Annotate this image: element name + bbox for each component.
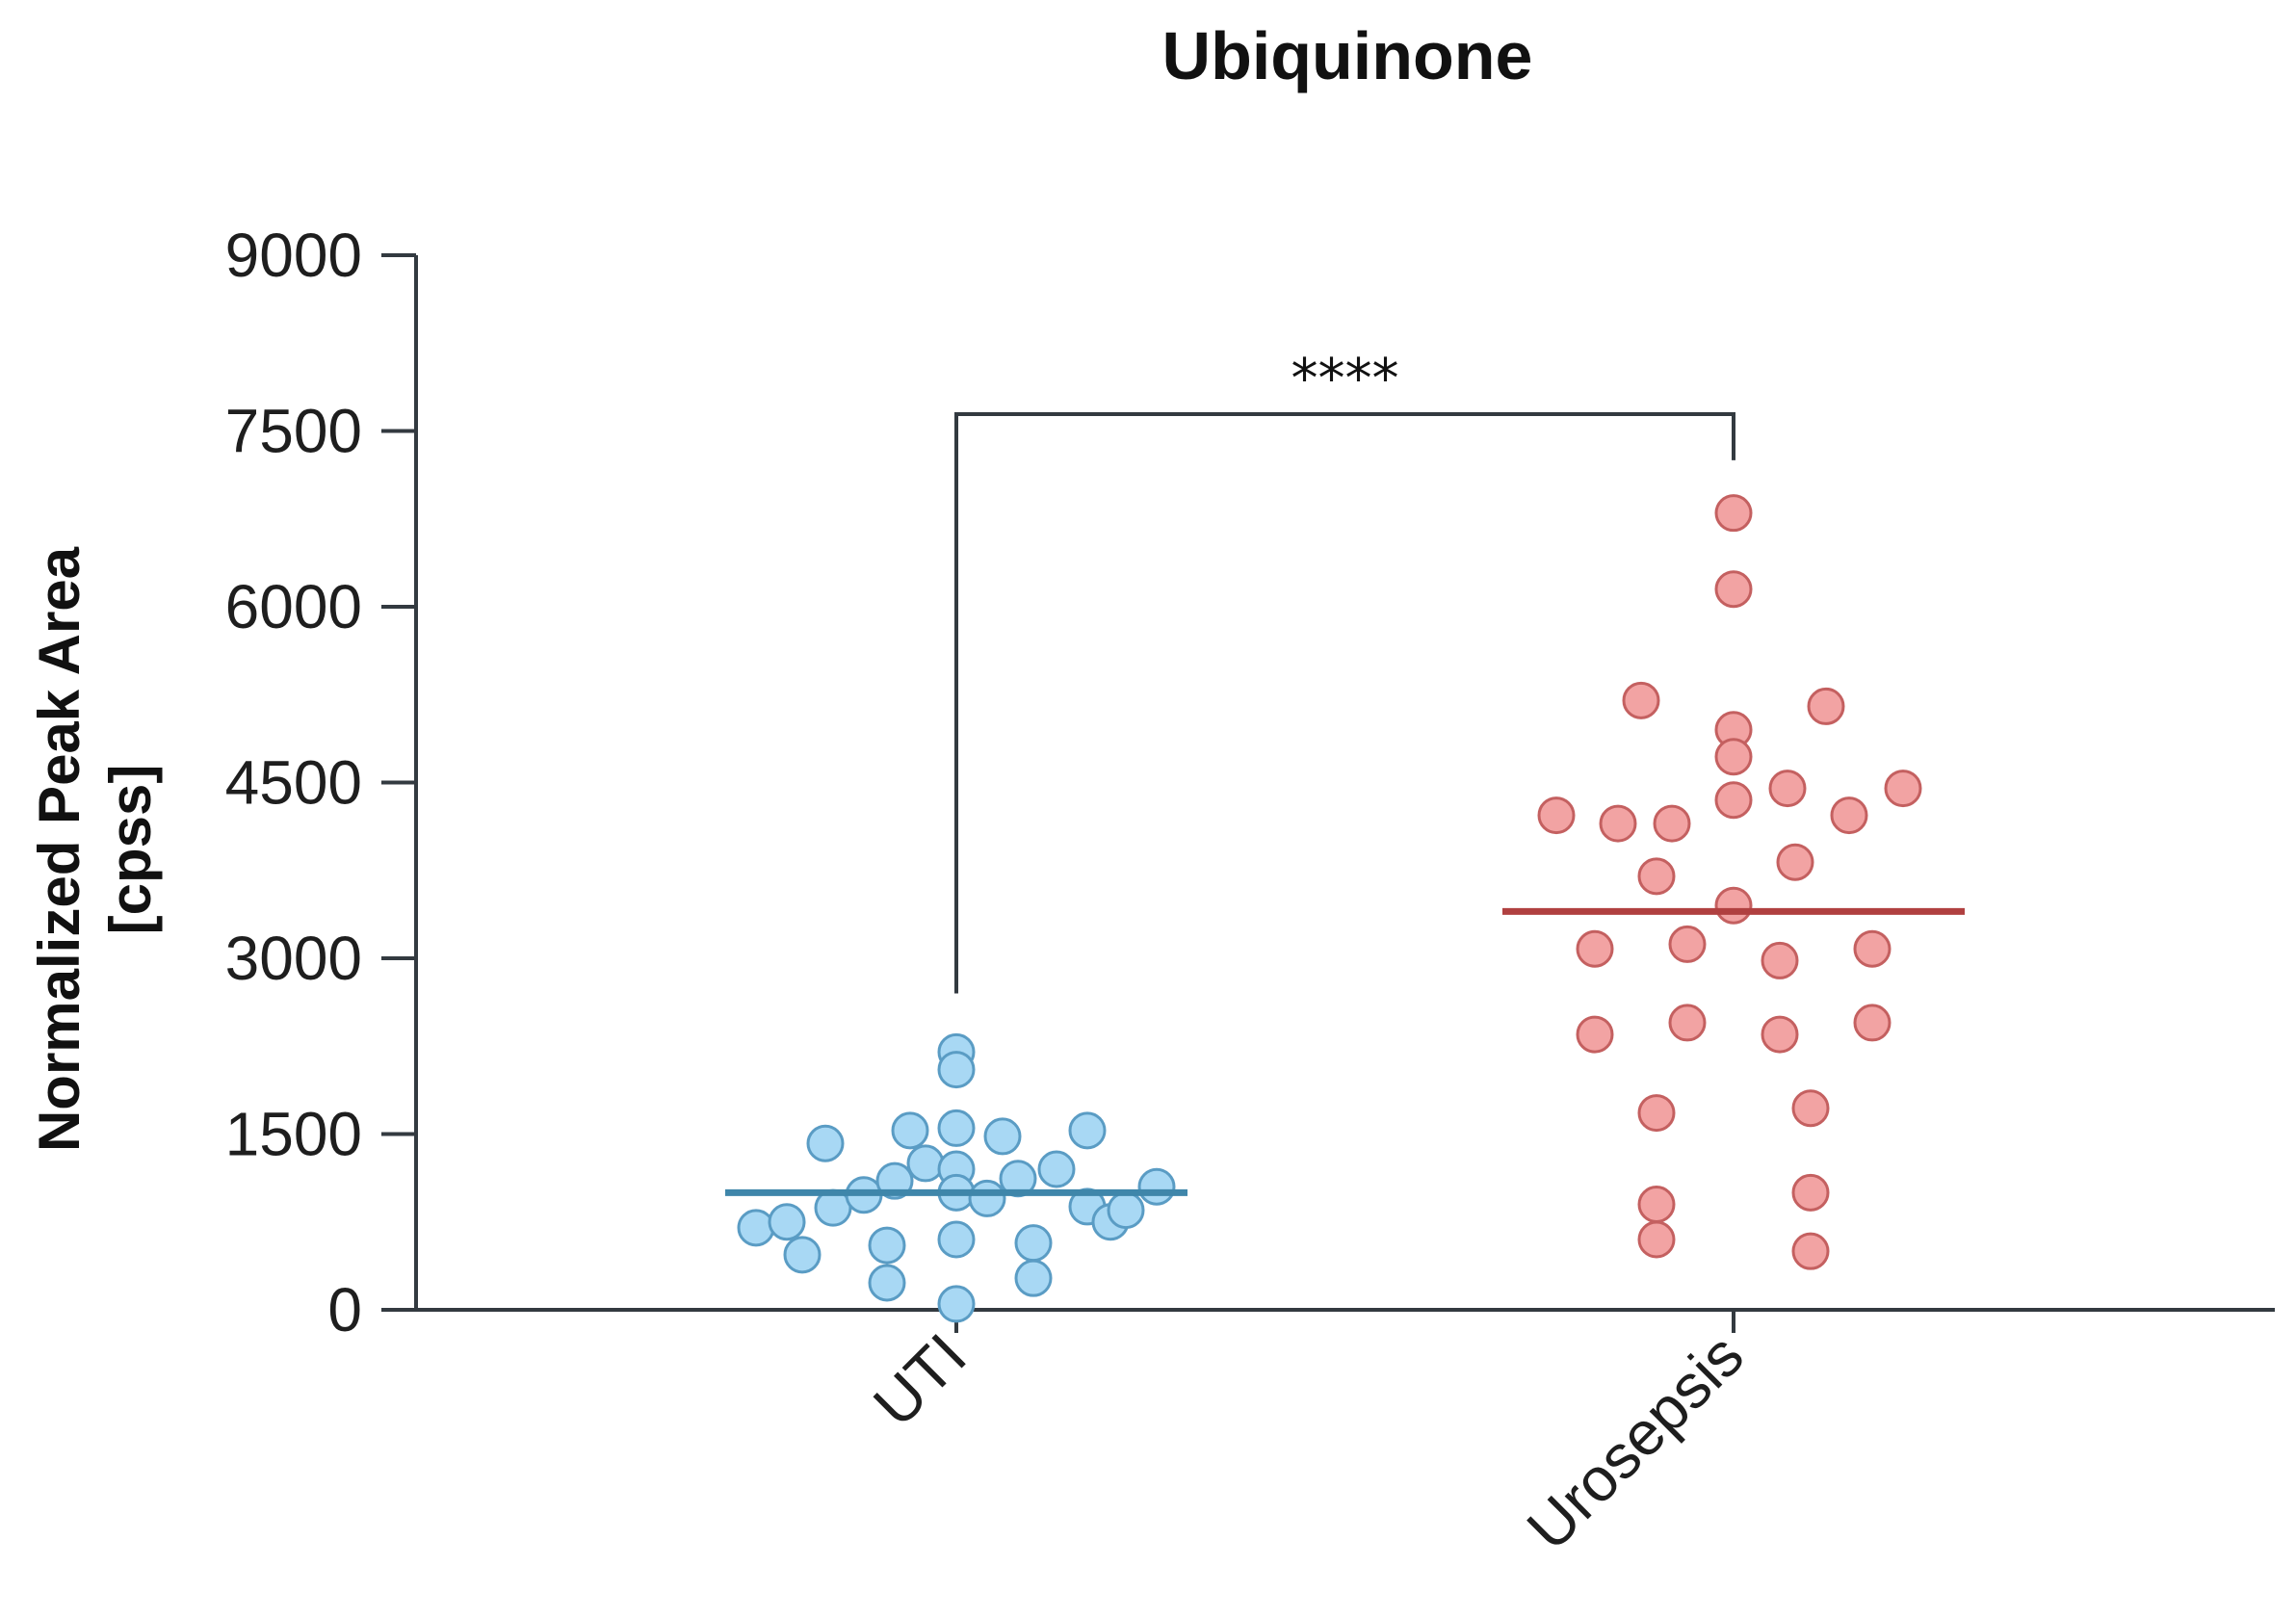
data-point-urosepsis — [1776, 843, 1814, 881]
significance-bracket-line — [954, 412, 1735, 994]
data-point-urosepsis — [1830, 796, 1868, 835]
y-tick-label: 4500 — [225, 748, 362, 818]
data-point-urosepsis — [1599, 804, 1637, 843]
data-point-uti — [937, 1109, 976, 1147]
data-point-uti — [1014, 1224, 1053, 1263]
data-point-urosepsis — [1714, 494, 1753, 533]
data-points — [737, 494, 1922, 1323]
data-point-urosepsis — [1714, 570, 1753, 609]
data-point-urosepsis — [1637, 1094, 1676, 1133]
data-point-urosepsis — [1637, 857, 1676, 896]
data-point-urosepsis — [1637, 1186, 1676, 1223]
data-point-urosepsis — [1791, 1232, 1830, 1270]
data-point-urosepsis — [1714, 738, 1753, 776]
y-tick-label: 0 — [327, 1275, 362, 1344]
data-point-urosepsis — [1653, 804, 1691, 843]
data-point-uti — [983, 1117, 1022, 1156]
data-point-urosepsis — [1637, 1220, 1676, 1259]
y-axis-label-line2: [cpss] — [98, 765, 163, 935]
x-ticks: UTI Urosepsis — [860, 1310, 1757, 1563]
data-point-urosepsis — [1714, 781, 1753, 820]
data-point-urosepsis — [1668, 925, 1707, 963]
chart-title: Ubiquinone — [1162, 18, 1533, 93]
data-point-urosepsis — [1668, 1004, 1707, 1042]
data-point-uti — [1037, 1150, 1076, 1188]
data-point-uti — [1068, 1111, 1107, 1150]
data-point-urosepsis — [1622, 681, 1660, 719]
y-tick-label: 1500 — [225, 1100, 362, 1169]
data-point-uti — [1014, 1259, 1053, 1297]
median-lines — [725, 907, 1965, 1196]
data-point-uti — [906, 1144, 945, 1183]
y-tick-label: 7500 — [225, 397, 362, 466]
data-point-uti — [937, 1220, 976, 1259]
data-point-urosepsis — [1884, 770, 1922, 808]
data-point-urosepsis — [1807, 687, 1845, 725]
data-point-urosepsis — [1853, 929, 1892, 968]
x-tick-label-urosepsis: Urosepsis — [1514, 1320, 1757, 1563]
data-point-urosepsis — [1761, 941, 1799, 979]
data-point-urosepsis — [1714, 886, 1753, 925]
x-tick-label-uti: UTI — [860, 1320, 979, 1440]
data-point-uti — [937, 1051, 976, 1089]
data-point-urosepsis — [1576, 929, 1614, 968]
data-point-uti — [783, 1236, 822, 1274]
data-point-uti — [768, 1203, 806, 1241]
y-tick-label: 9000 — [225, 221, 362, 290]
significance-label: **** — [1292, 348, 1399, 410]
data-point-urosepsis — [1768, 770, 1807, 808]
data-point-uti — [868, 1264, 906, 1302]
data-point-uti — [1107, 1191, 1145, 1230]
data-point-uti — [891, 1111, 929, 1150]
y-tick-label: 3000 — [225, 924, 362, 993]
data-point-uti — [868, 1226, 906, 1265]
data-point-urosepsis — [1576, 1015, 1614, 1054]
y-axis-label-line1: Normalized Peak Area — [27, 546, 91, 1152]
data-point-urosepsis — [1537, 796, 1576, 835]
data-point-uti — [737, 1209, 775, 1247]
y-ticks: 0 1500 3000 4500 6000 7500 9000 — [225, 221, 416, 1344]
data-point-uti — [937, 1285, 976, 1323]
significance-bracket: **** — [954, 348, 1735, 994]
data-point-uti — [1137, 1167, 1176, 1206]
data-point-uti — [806, 1124, 845, 1162]
data-point-urosepsis — [1853, 1004, 1892, 1042]
data-point-urosepsis — [1761, 1015, 1799, 1054]
data-point-urosepsis — [1791, 1173, 1830, 1212]
data-point-uti — [968, 1179, 1006, 1217]
data-point-urosepsis — [1791, 1089, 1830, 1128]
y-tick-label: 6000 — [225, 572, 362, 641]
